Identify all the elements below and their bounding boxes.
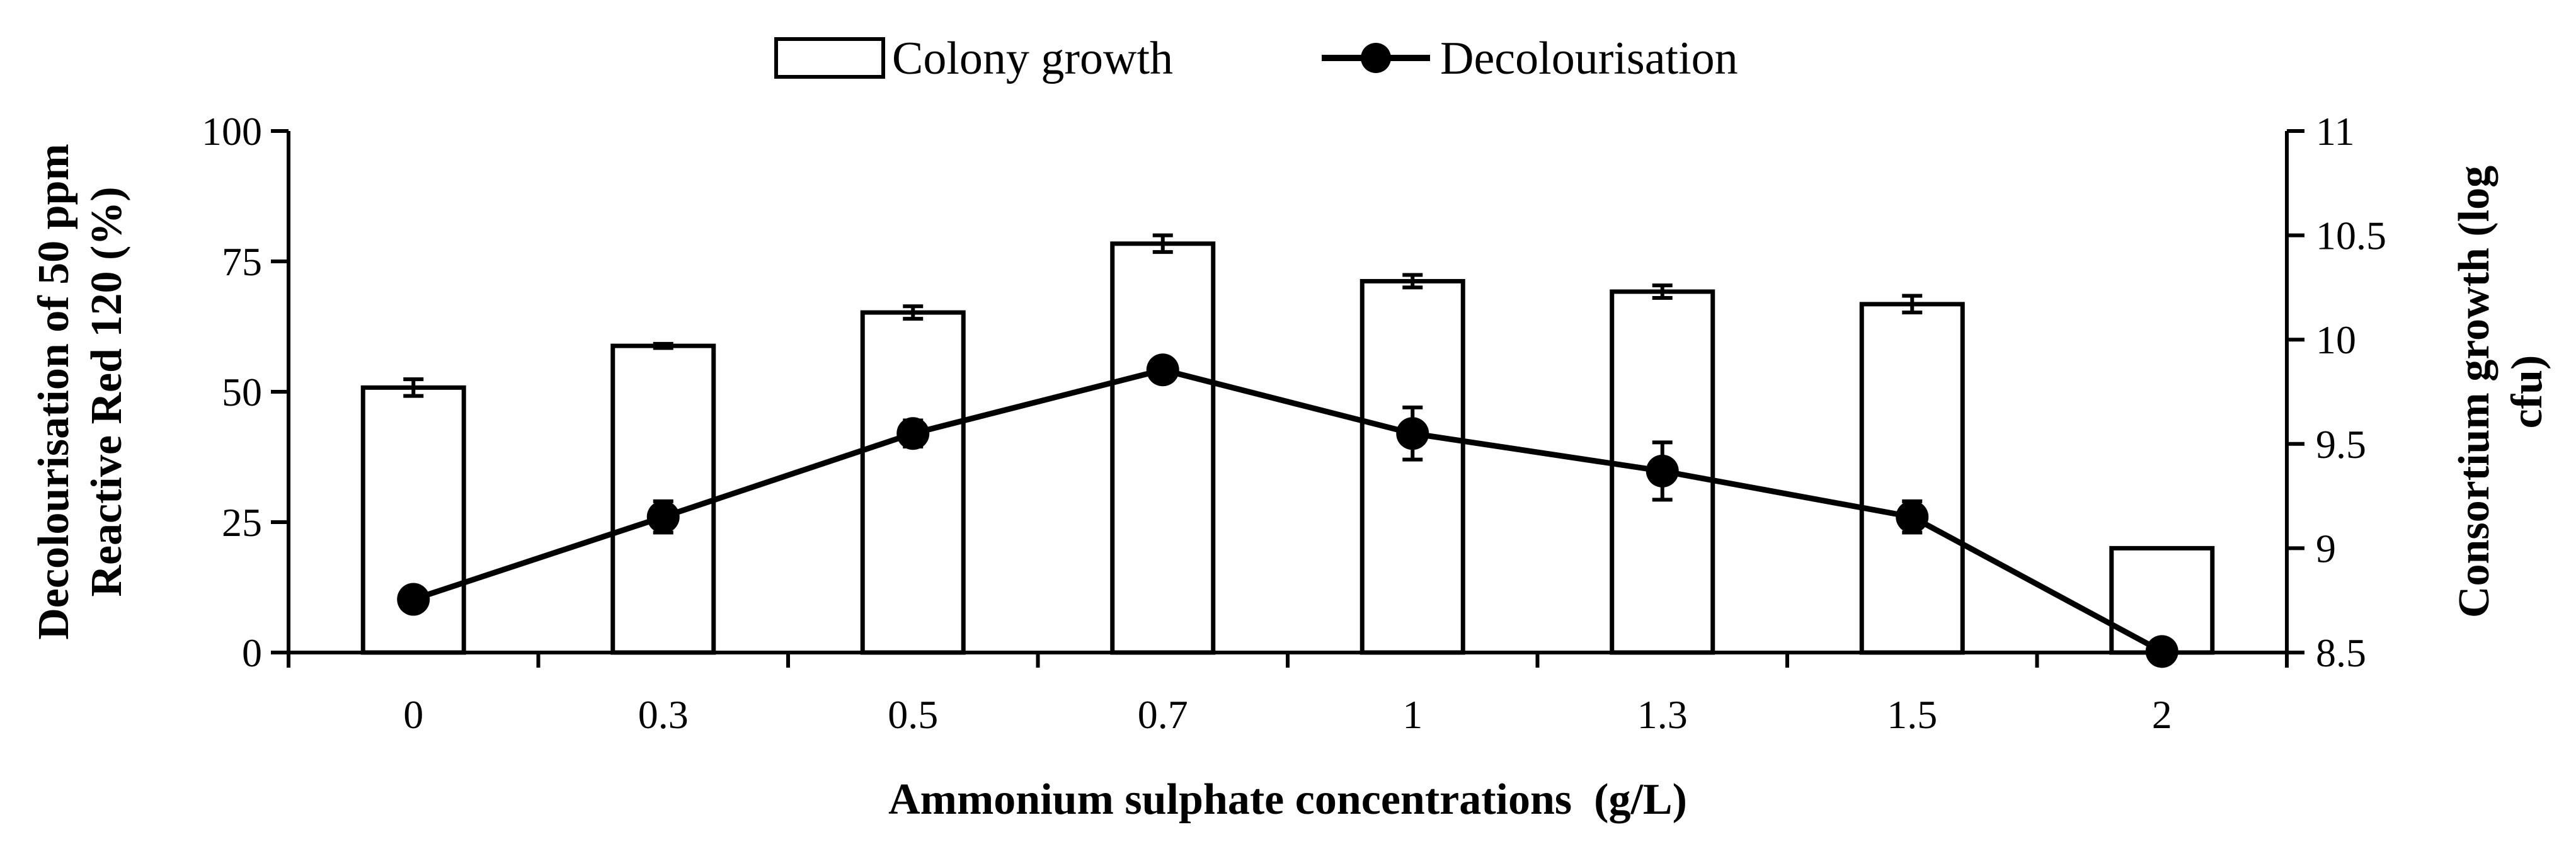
right-y-axis-title-line1: Consortium growth (log bbox=[2450, 166, 2499, 618]
left-y-tick-label: 0 bbox=[242, 630, 262, 675]
decolourisation-point bbox=[896, 417, 930, 450]
x-tick-label: 2 bbox=[2152, 692, 2172, 737]
colony-growth-bars bbox=[360, 241, 2215, 655]
colony-growth-error-bars bbox=[403, 233, 1923, 398]
right-y-tick-label: 8.5 bbox=[2316, 630, 2366, 675]
x-ticks: 0 0.3 0.5 0.7 1 1.3 1.5 2 bbox=[287, 653, 2289, 737]
decolourisation-line bbox=[412, 367, 2163, 654]
colony-growth-error-bar bbox=[403, 377, 424, 398]
left-y-axis-title-line1: Decolourisation of 50 ppm bbox=[30, 144, 78, 640]
legend: Colony growth Decolourisation bbox=[774, 33, 1738, 84]
x-tick-label: 1.3 bbox=[1637, 692, 1688, 737]
left-y-tick-label: 75 bbox=[222, 239, 262, 284]
colony-growth-error-bar bbox=[1902, 294, 1923, 315]
colony-growth-bar bbox=[1360, 278, 1465, 655]
left-y-axis-title-line2: Reactive Red 120 (%) bbox=[83, 186, 131, 596]
colony-growth-error-bar bbox=[903, 304, 924, 321]
left-y-ticks: 0 25 50 75 100 bbox=[202, 109, 289, 675]
decolourisation-point bbox=[397, 583, 430, 616]
colony-growth-error-bar bbox=[1652, 283, 1673, 300]
decolourisation-point bbox=[2145, 635, 2178, 668]
decolourisation-point bbox=[1646, 454, 1679, 488]
colony-growth-error-bar bbox=[1152, 233, 1173, 254]
right-y-tick-label: 11 bbox=[2316, 109, 2355, 154]
legend-decolourisation-marker bbox=[1361, 43, 1391, 73]
right-y-tick-label: 10.5 bbox=[2316, 214, 2386, 258]
x-tick-label: 0.5 bbox=[888, 692, 938, 737]
colony-growth-error-bar bbox=[1402, 273, 1423, 290]
right-y-axis-title-line2: cfu) bbox=[2503, 355, 2551, 429]
colony-growth-bar bbox=[610, 343, 716, 655]
x-tick-label: 1 bbox=[1402, 692, 1423, 737]
left-y-tick-label: 25 bbox=[222, 500, 262, 545]
right-y-tick-label: 9 bbox=[2316, 526, 2336, 571]
x-tick-label: 0.3 bbox=[638, 692, 689, 737]
decolourisation-point bbox=[1146, 353, 1179, 387]
legend-colony-growth-swatch bbox=[774, 37, 885, 79]
x-tick-label: 0.7 bbox=[1138, 692, 1188, 737]
x-axis-title: Ammonium sulphate concentrations (g/L) bbox=[888, 775, 1687, 824]
right-y-ticks: 8.5 9 9.5 10 10.5 11 bbox=[2287, 109, 2386, 675]
colony-growth-bar bbox=[1859, 302, 1965, 655]
legend-colony-growth-label: Colony growth bbox=[892, 33, 1173, 84]
decolourisation-point bbox=[1396, 417, 1429, 450]
colony-growth-bar bbox=[1110, 241, 1216, 655]
x-tick-label: 0 bbox=[403, 692, 423, 737]
decolourisation-series bbox=[397, 353, 2178, 668]
right-y-tick-label: 10 bbox=[2316, 317, 2356, 362]
colony-growth-error-bar bbox=[653, 341, 673, 350]
x-tick-label: 1.5 bbox=[1887, 692, 1937, 737]
legend-decolourisation-label: Decolourisation bbox=[1440, 33, 1738, 84]
decolourisation-point bbox=[646, 500, 680, 533]
left-y-tick-label: 50 bbox=[222, 370, 262, 414]
right-y-tick-label: 9.5 bbox=[2316, 422, 2366, 467]
decolourisation-point bbox=[1896, 500, 1929, 533]
left-y-tick-label: 100 bbox=[202, 109, 262, 154]
colony-growth-bar bbox=[860, 310, 966, 655]
